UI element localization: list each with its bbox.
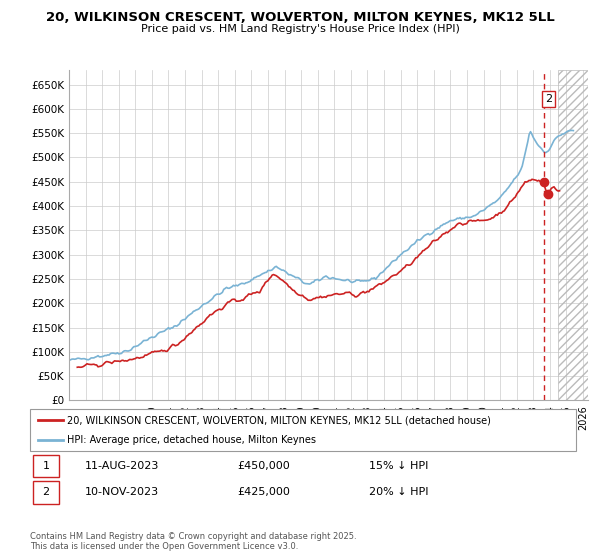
Text: 2: 2: [545, 94, 552, 104]
Text: Price paid vs. HM Land Registry's House Price Index (HPI): Price paid vs. HM Land Registry's House …: [140, 24, 460, 34]
Text: HPI: Average price, detached house, Milton Keynes: HPI: Average price, detached house, Milt…: [67, 435, 316, 445]
Text: 20% ↓ HPI: 20% ↓ HPI: [368, 487, 428, 497]
Text: 2: 2: [42, 487, 49, 497]
Text: 11-AUG-2023: 11-AUG-2023: [85, 461, 159, 471]
Text: 1: 1: [43, 461, 49, 471]
Text: £450,000: £450,000: [238, 461, 290, 471]
Text: 15% ↓ HPI: 15% ↓ HPI: [368, 461, 428, 471]
Text: 20, WILKINSON CRESCENT, WOLVERTON, MILTON KEYNES, MK12 5LL (detached house): 20, WILKINSON CRESCENT, WOLVERTON, MILTO…: [67, 415, 491, 425]
Text: 20, WILKINSON CRESCENT, WOLVERTON, MILTON KEYNES, MK12 5LL: 20, WILKINSON CRESCENT, WOLVERTON, MILTO…: [46, 11, 554, 24]
Text: £425,000: £425,000: [238, 487, 290, 497]
Text: 10-NOV-2023: 10-NOV-2023: [85, 487, 159, 497]
Bar: [33, 455, 59, 477]
Text: Contains HM Land Registry data © Crown copyright and database right 2025.
This d: Contains HM Land Registry data © Crown c…: [30, 532, 356, 552]
Bar: [33, 481, 59, 503]
